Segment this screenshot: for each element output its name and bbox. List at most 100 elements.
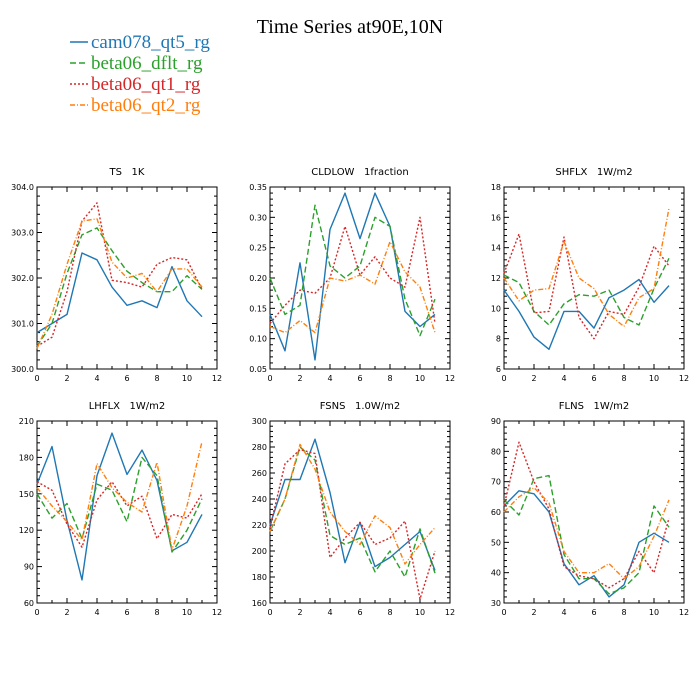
x-tick-label: 0 — [34, 374, 39, 383]
panel-6: FLNS 1W/m2 0 2 4 6 8 10 12 30 40 50 60 70 80 90 — [491, 401, 689, 617]
y-tick-label: 0.15 — [249, 304, 267, 313]
y-tick-label: 0.10 — [249, 335, 267, 344]
legend: cam078_qt5_rgbeta06_dflt_rgbeta06_qt1_rg… — [70, 32, 210, 116]
y-tick-label: 60 — [24, 599, 34, 608]
series-line-cam078_qt5_rg — [269, 192, 436, 361]
y-tick-label: 0.20 — [249, 274, 267, 283]
y-tick-label: 0.30 — [249, 213, 267, 222]
series-line-beta06_qt1_rg — [269, 216, 436, 324]
x-tick-label: 6 — [591, 374, 596, 383]
legend-label: cam078_qt5_rg — [91, 32, 210, 53]
series-line-beta06_qt1_rg — [269, 448, 436, 600]
series-line-beta06_qt2_rg — [36, 218, 203, 349]
series-line-beta06_dflt_rg — [269, 446, 436, 578]
panel-title: FLNS 1W/m2 — [559, 401, 629, 412]
y-tick-label: 210 — [19, 417, 34, 426]
y-tick-label: 220 — [252, 521, 267, 530]
y-tick-label: 260 — [252, 469, 267, 478]
y-tick-label: 6 — [496, 365, 501, 374]
x-tick-label: 10 — [415, 608, 425, 617]
x-tick-label: 2 — [297, 374, 302, 383]
x-tick-label: 8 — [387, 608, 392, 617]
series-line-beta06_dflt_rg — [36, 227, 203, 347]
x-tick-label: 6 — [357, 608, 362, 617]
y-tick-label: 70 — [491, 478, 501, 487]
x-tick-label: 2 — [64, 374, 69, 383]
x-tick-label: 12 — [212, 374, 222, 383]
panel-title: TS 1K — [109, 167, 145, 178]
series-line-beta06_qt2_rg — [269, 443, 436, 565]
x-tick-label: 8 — [154, 608, 159, 617]
series-line-beta06_qt2_rg — [269, 240, 436, 334]
y-tick-label: 301.0 — [11, 320, 34, 329]
y-tick-label: 200 — [252, 547, 267, 556]
series-line-beta06_qt1_rg — [503, 233, 670, 340]
x-tick-label: 6 — [124, 374, 129, 383]
x-tick-label: 12 — [445, 374, 455, 383]
panel-1: TS 1K 0 2 4 6 8 10 12 300.0 301.0 302.0 303.0 304.0 — [11, 167, 222, 383]
series-line-cam078_qt5_rg — [36, 432, 203, 581]
y-tick-label: 80 — [491, 447, 501, 456]
x-tick-label: 6 — [357, 374, 362, 383]
x-tick-label: 4 — [561, 374, 566, 383]
series-line-beta06_qt1_rg — [503, 441, 670, 589]
y-tick-label: 14 — [491, 244, 501, 253]
y-tick-label: 8 — [496, 335, 501, 344]
legend-label: beta06_qt2_rg — [91, 95, 201, 116]
series-line-cam078_qt5_rg — [503, 278, 670, 350]
x-tick-label: 12 — [445, 608, 455, 617]
y-tick-label: 10 — [491, 304, 501, 313]
x-tick-label: 10 — [649, 608, 659, 617]
x-tick-label: 4 — [561, 608, 566, 617]
x-tick-label: 4 — [94, 374, 99, 383]
y-tick-label: 0.25 — [249, 244, 267, 253]
x-tick-label: 10 — [182, 374, 192, 383]
x-tick-label: 8 — [154, 374, 159, 383]
x-tick-label: 2 — [297, 608, 302, 617]
panel-5: FSNS 1.0W/m2 0 2 4 6 8 10 12 160 180 200 220 240 260 2… — [252, 401, 455, 617]
y-tick-label: 60 — [491, 508, 501, 517]
x-tick-label: 12 — [679, 374, 689, 383]
y-tick-label: 300.0 — [11, 365, 34, 374]
x-tick-label: 8 — [621, 608, 626, 617]
x-tick-label: 6 — [591, 608, 596, 617]
x-tick-label: 10 — [415, 374, 425, 383]
x-tick-label: 2 — [64, 608, 69, 617]
x-tick-label: 2 — [531, 608, 536, 617]
y-tick-label: 300 — [252, 417, 267, 426]
series-line-beta06_qt2_rg — [503, 487, 670, 580]
y-tick-label: 0.05 — [249, 365, 267, 374]
series-line-cam078_qt5_rg — [36, 252, 203, 334]
y-tick-label: 40 — [491, 569, 501, 578]
x-tick-label: 0 — [501, 608, 506, 617]
series-line-beta06_dflt_rg — [503, 474, 670, 595]
y-tick-label: 304.0 — [11, 183, 34, 192]
series-line-beta06_qt1_rg — [36, 202, 203, 347]
figure-title: Time Series at90E,10N — [257, 16, 443, 38]
series-line-beta06_qt2_rg — [503, 208, 670, 328]
x-tick-label: 0 — [501, 374, 506, 383]
y-tick-label: 12 — [491, 274, 501, 283]
x-tick-label: 0 — [34, 608, 39, 617]
y-tick-label: 180 — [252, 573, 267, 582]
x-tick-label: 10 — [649, 374, 659, 383]
y-tick-label: 280 — [252, 443, 267, 452]
x-tick-label: 12 — [679, 608, 689, 617]
y-tick-label: 50 — [491, 538, 501, 547]
y-tick-label: 120 — [19, 526, 34, 535]
x-tick-label: 8 — [621, 374, 626, 383]
y-tick-label: 0.35 — [249, 183, 267, 192]
plot-frame — [36, 186, 218, 370]
x-tick-label: 2 — [531, 374, 536, 383]
plot-frame — [269, 420, 451, 604]
y-tick-label: 303.0 — [11, 229, 34, 238]
series-line-beta06_dflt_rg — [269, 204, 436, 337]
panel-3: SHFLX 1W/m2 0 2 4 6 8 10 12 6 8 10 12 14 16 18 — [491, 167, 689, 383]
panel-title: SHFLX 1W/m2 — [555, 167, 632, 178]
series-line-beta06_dflt_rg — [503, 257, 670, 326]
y-tick-label: 90 — [491, 417, 501, 426]
legend-label: beta06_qt1_rg — [91, 74, 201, 95]
series-line-cam078_qt5_rg — [503, 490, 670, 598]
y-tick-label: 302.0 — [11, 274, 34, 283]
